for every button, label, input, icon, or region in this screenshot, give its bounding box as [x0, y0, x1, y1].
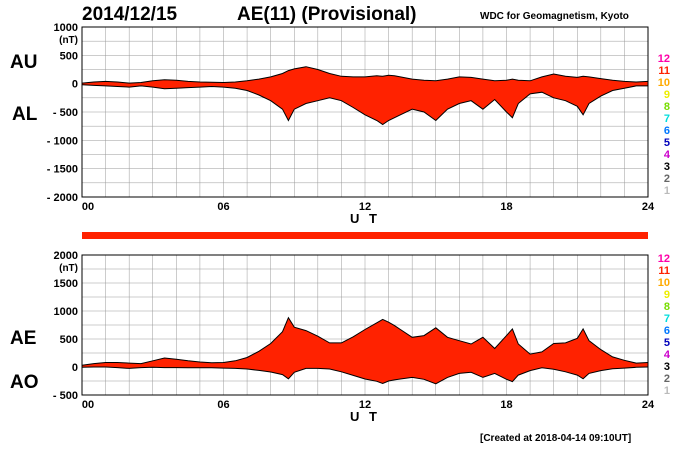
au-label: AU [10, 52, 38, 73]
series-line-al [81, 84, 648, 126]
x-tick-label: 12 [359, 399, 371, 411]
y-tick-label: - 1500 [47, 164, 78, 176]
chart-title: AE(11) (Provisional) [237, 4, 417, 25]
x-tick-label: 06 [217, 201, 229, 213]
legend-item-12: 12 [658, 253, 670, 265]
x-tick-label: 00 [82, 399, 94, 411]
y-tick-label: 2000 [54, 250, 78, 262]
ae-label: AE [10, 328, 37, 349]
plot-frame [81, 26, 649, 198]
x-axis-label: U T [350, 211, 380, 226]
legend-item-7: 7 [664, 313, 670, 325]
legend-item-1: 1 [664, 185, 670, 197]
organization-label: WDC for Geomagnetism, Kyoto [480, 11, 629, 22]
created-timestamp: [Created at 2018-04-14 09:10UT] [480, 433, 632, 444]
y-tick-label: 1000 [54, 306, 78, 318]
x-tick-label: 18 [500, 201, 512, 213]
legend-item-10: 10 [658, 77, 670, 89]
y-tick-label: 1000 [54, 22, 78, 34]
x-tick-label: 00 [82, 201, 94, 213]
x-tick-label: 24 [642, 399, 655, 411]
area-fill [82, 66, 648, 125]
y-tick-label: 500 [60, 50, 78, 62]
quality-bar [82, 232, 648, 239]
legend-item-5: 5 [664, 337, 670, 349]
series-line-ao [81, 366, 649, 385]
y-tick-label: 500 [60, 334, 78, 346]
legend-item-6: 6 [664, 125, 670, 137]
x-tick-label: 18 [500, 399, 512, 411]
chart-date: 2014/12/15 [82, 4, 178, 25]
y-tick-label: 1500 [54, 278, 78, 290]
legend-item-7: 7 [664, 113, 670, 125]
legend-item-11: 11 [658, 265, 670, 277]
y-tick-label: 0 [72, 79, 78, 91]
legend-item-2: 2 [664, 173, 670, 185]
x-tick-label: 06 [217, 399, 229, 411]
series-line-ae [81, 316, 649, 366]
legend-item-10: 10 [658, 277, 670, 289]
legend-item-3: 3 [664, 161, 670, 173]
legend-item-2: 2 [664, 373, 670, 385]
legend-item-4: 4 [664, 349, 671, 361]
y-tick-label: - 2000 [47, 192, 78, 204]
legend-item-3: 3 [664, 361, 670, 373]
y-tick-label: - 500 [53, 390, 78, 402]
legend-item-9: 9 [664, 289, 670, 301]
legend-item-4: 4 [664, 149, 671, 161]
x-axis-label: U T [350, 409, 380, 424]
plot-frame [81, 254, 649, 396]
unit-label: (nT) [59, 263, 78, 274]
legend-item-11: 11 [658, 65, 670, 77]
au-al-panel: 1000 500 0 - 500 - 1000 - 1500 - 2000 (nT) 00 06 1… [47, 22, 655, 226]
y-tick-label: - 500 [53, 107, 78, 119]
legend-item-8: 8 [664, 301, 670, 313]
legend-item-5: 5 [664, 137, 670, 149]
legend-item-1: 1 [664, 385, 670, 397]
area-fill [82, 317, 648, 384]
x-tick-label: 12 [359, 201, 371, 213]
unit-label: (nT) [59, 35, 78, 46]
legend-item-9: 9 [664, 89, 670, 101]
legend-item-6: 6 [664, 325, 670, 337]
x-tick-label: 24 [642, 201, 655, 213]
legend-item-8: 8 [664, 101, 670, 113]
series-line-au [81, 66, 649, 84]
ao-label: AO [10, 372, 39, 393]
y-tick-label: - 1000 [47, 135, 78, 147]
legend-item-12: 12 [658, 53, 670, 65]
y-tick-label: 0 [72, 362, 78, 374]
al-label: AL [12, 104, 38, 125]
ae-ao-panel: 2000 1500 1000 500 0 - 500 (nT) 00 06 12 18 24 U T [53, 250, 655, 424]
